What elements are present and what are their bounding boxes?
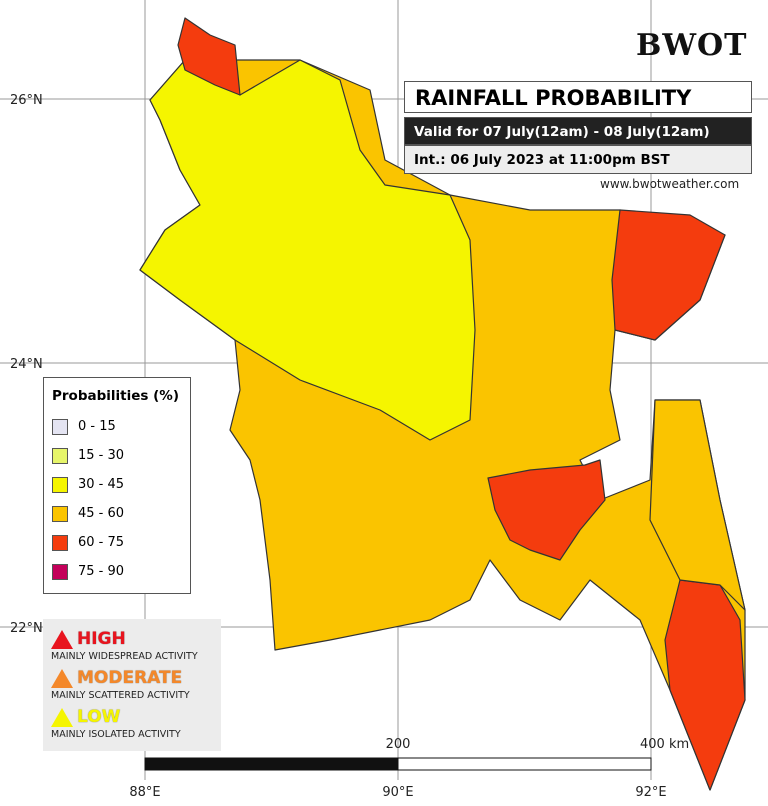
title: RAINFALL PROBABILITY bbox=[404, 81, 752, 113]
region-low bbox=[139, 59, 476, 441]
legend-item: 0 - 15 bbox=[52, 412, 182, 441]
region-moderate bbox=[649, 399, 746, 611]
risk-levels: HIGH MAINLY WIDESPREAD ACTIVITY MODERATE MA… bbox=[43, 619, 221, 751]
legend-item: 15 - 30 bbox=[52, 441, 182, 470]
axis-labels: 26°N 24°N 22°N 88°E 90°E 92°E bbox=[10, 93, 667, 800]
legend-item: 75 - 90 bbox=[52, 557, 182, 586]
logo: BWOT bbox=[636, 28, 748, 63]
risk-icon bbox=[51, 707, 73, 727]
website: www.bwotweather.com bbox=[600, 177, 740, 191]
valid-period: Valid for 07 July(12am) - 08 July(12am) bbox=[404, 117, 752, 145]
legend-items: 0 - 15 15 - 30 30 - 45 45 - 60 60 - 75 75 - 9… bbox=[52, 412, 182, 586]
lon-label: 92°E bbox=[635, 785, 666, 800]
legend-item: 30 - 45 bbox=[52, 470, 182, 499]
lon-label: 90°E bbox=[382, 785, 413, 800]
legend-swatch bbox=[52, 447, 68, 464]
legend-label: 60 - 75 bbox=[78, 535, 125, 550]
issued-time: Int.: 06 July 2023 at 11:00pm BST bbox=[404, 145, 752, 174]
scale-label: 200 bbox=[386, 737, 411, 752]
legend-swatch bbox=[52, 505, 68, 522]
legend-title: Probabilities (%) bbox=[52, 388, 179, 404]
scale-bar: 200 400 km bbox=[144, 737, 689, 771]
regions bbox=[139, 17, 746, 791]
region-high bbox=[177, 17, 241, 96]
legend-swatch bbox=[52, 534, 68, 551]
lat-label: 24°N bbox=[10, 357, 43, 372]
legend-label: 0 - 15 bbox=[78, 419, 116, 434]
legend-label: 75 - 90 bbox=[78, 564, 125, 579]
risk-level: MODERATE bbox=[77, 668, 183, 688]
legend-label: 30 - 45 bbox=[78, 477, 125, 492]
risk-icon bbox=[51, 668, 73, 688]
risk-icon bbox=[51, 629, 73, 649]
lat-label: 22°N bbox=[10, 621, 43, 636]
legend-label: 45 - 60 bbox=[78, 506, 125, 521]
risk-description: MAINLY WIDESPREAD ACTIVITY bbox=[51, 651, 198, 662]
scale-segment bbox=[144, 757, 399, 771]
risk-heading: LOW bbox=[51, 705, 213, 729]
risk-level: HIGH bbox=[77, 629, 126, 649]
legend-label: 15 - 30 bbox=[78, 448, 125, 463]
legend-swatch bbox=[52, 418, 68, 435]
region-high bbox=[664, 579, 746, 791]
scale-segment bbox=[397, 757, 652, 771]
region-high bbox=[487, 459, 606, 561]
region-high bbox=[611, 209, 726, 341]
lon-label: 88°E bbox=[129, 785, 160, 800]
legend: Probabilities (%) 0 - 15 15 - 30 30 - 45 45… bbox=[43, 377, 191, 594]
risk-heading: MODERATE bbox=[51, 666, 213, 690]
lat-label: 26°N bbox=[10, 93, 43, 108]
risk-description: MAINLY ISOLATED ACTIVITY bbox=[51, 729, 181, 740]
legend-item: 60 - 75 bbox=[52, 528, 182, 557]
legend-item: 45 - 60 bbox=[52, 499, 182, 528]
risk-heading: HIGH bbox=[51, 627, 213, 651]
risk-level: LOW bbox=[77, 707, 121, 727]
scale-label: 400 km bbox=[640, 737, 689, 752]
legend-swatch bbox=[52, 476, 68, 493]
risk-description: MAINLY SCATTERED ACTIVITY bbox=[51, 690, 190, 701]
legend-swatch bbox=[52, 563, 68, 580]
